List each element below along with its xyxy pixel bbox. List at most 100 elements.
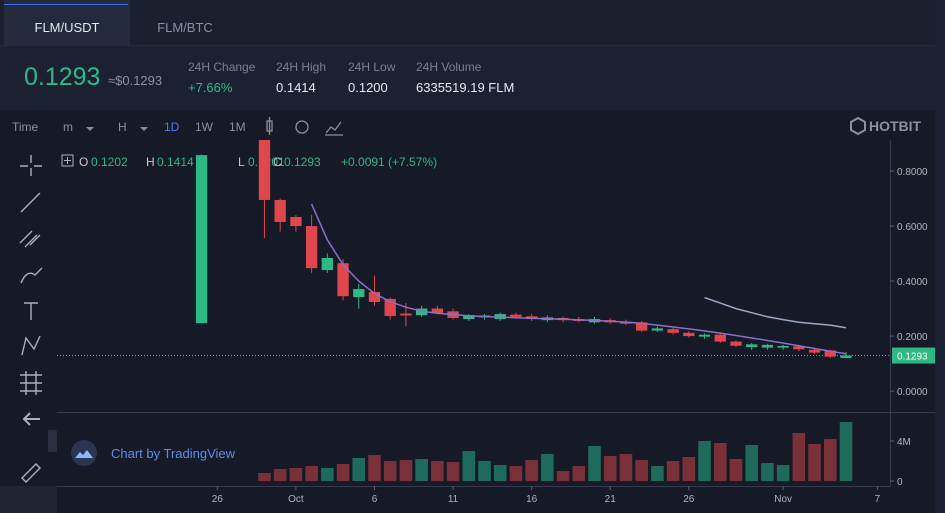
x-tick-label: 16 (526, 494, 538, 505)
x-tick-label: Oct (288, 494, 304, 505)
legend-value: 0.1414 (157, 155, 194, 169)
tab[interactable]: FLM/USDT (4, 0, 130, 45)
toolbar-button[interactable]: Time (12, 120, 39, 134)
volume-bar (415, 459, 428, 481)
candle-body (400, 313, 412, 316)
drawing-tools (19, 155, 43, 500)
candle-body (274, 199, 286, 222)
toolbar-button[interactable]: 1M (229, 120, 246, 134)
volume-bar (258, 473, 271, 481)
tab[interactable]: FLM/BTC (157, 20, 213, 35)
volume-bar (651, 466, 664, 481)
last-price: 0.1293 (24, 63, 101, 91)
logo-text: HOTBIT (869, 118, 922, 134)
volume-bar (761, 463, 774, 481)
y-tick-label: 4M (897, 437, 911, 448)
candle-body (431, 308, 444, 313)
x-tick-label: 21 (605, 494, 617, 505)
toolbar-icons (266, 117, 343, 136)
legend-toggle[interactable] (61, 154, 74, 167)
last-price-badge (892, 347, 935, 364)
dropdown-arrow (86, 127, 148, 131)
candle-body (510, 314, 522, 317)
tab-indicator (4, 4, 128, 5)
candle-body (195, 155, 208, 324)
toolbar-button[interactable]: 1W (195, 120, 213, 134)
collapse-handle[interactable] (48, 430, 57, 452)
y-tick-label: 0.4000 (897, 277, 928, 288)
legend-value: 0.1202 (91, 155, 128, 169)
toolbar-button[interactable]: H (118, 120, 127, 134)
volume-bar (556, 471, 570, 481)
legend-value: 0.1293 (284, 155, 321, 169)
stat-label: 24H High (276, 60, 327, 74)
toolbar-button[interactable]: 1D (164, 120, 180, 134)
logo: HOTBIT (850, 116, 922, 136)
legend-key: L (238, 155, 245, 169)
candle-body (824, 350, 836, 357)
volume-bar (462, 451, 476, 481)
volume-bar (541, 454, 554, 481)
candle-body (636, 322, 648, 331)
volume-bar (666, 461, 680, 481)
volume-bar (383, 461, 397, 481)
x-tick-label: 11 (448, 494, 459, 505)
volume-bar (321, 468, 334, 481)
x-tick-label: 6 (372, 494, 378, 505)
volume-bar (729, 459, 743, 481)
candle-body (698, 334, 711, 337)
stat-label: 24H Volume (416, 60, 482, 74)
volume-bar (572, 466, 586, 481)
candle-body (337, 263, 349, 297)
candle-body (746, 344, 758, 348)
candle-body (290, 216, 302, 227)
volume-bar (713, 443, 727, 481)
volume-bar (525, 460, 538, 481)
volume-bar (776, 465, 790, 481)
stat-value: 6335519.19 FLM (416, 80, 515, 95)
candle-body (730, 341, 742, 346)
attribution-glyph (75, 450, 93, 458)
x-tick-label: 26 (212, 494, 224, 505)
volume-bar (823, 439, 837, 481)
legend: O 0.1202 H 0.1414 L 0.1201 C 0.1293 +0.0… (79, 155, 437, 169)
candle-body (368, 292, 381, 302)
volume-bar (808, 444, 821, 481)
sidebar-footer (0, 486, 57, 513)
volume-bar (635, 460, 648, 481)
moving-average (310, 203, 847, 355)
volume-bar (305, 466, 318, 481)
toolbar-button[interactable]: m (63, 120, 73, 134)
attribution-icon (71, 440, 97, 466)
volume-bar (493, 465, 507, 481)
stat-value: 0.1414 (276, 80, 316, 95)
volume-bar (336, 464, 350, 481)
x-tick-label: 26 (683, 494, 695, 505)
candle-body (463, 315, 475, 320)
candle-body (353, 289, 365, 298)
candle-body (683, 332, 695, 337)
candle-body (808, 349, 821, 353)
volume-bar (619, 454, 633, 481)
stat-value: +7.66% (188, 80, 233, 95)
volume-bar (682, 457, 696, 481)
y-tick-label: 0.2000 (897, 332, 928, 343)
stat-label: 24H Change (188, 60, 256, 74)
candle-body (840, 355, 852, 359)
stat-label: 24H Low (348, 60, 396, 74)
volume-bar (431, 461, 444, 481)
volume-bar (273, 469, 287, 481)
candle-body (651, 328, 664, 331)
volume-bar (368, 455, 381, 481)
indicator-line (704, 296, 847, 329)
volume-bar (698, 441, 711, 481)
volume-bar (478, 461, 491, 481)
attribution[interactable]: Chart by TradingView (66, 438, 256, 468)
candle-body (305, 226, 318, 269)
y-tick-label: 0.8000 (897, 167, 928, 178)
candle-body (258, 140, 271, 200)
usd-price: ≈$0.1293 (108, 73, 163, 88)
volume-bar (745, 445, 758, 481)
